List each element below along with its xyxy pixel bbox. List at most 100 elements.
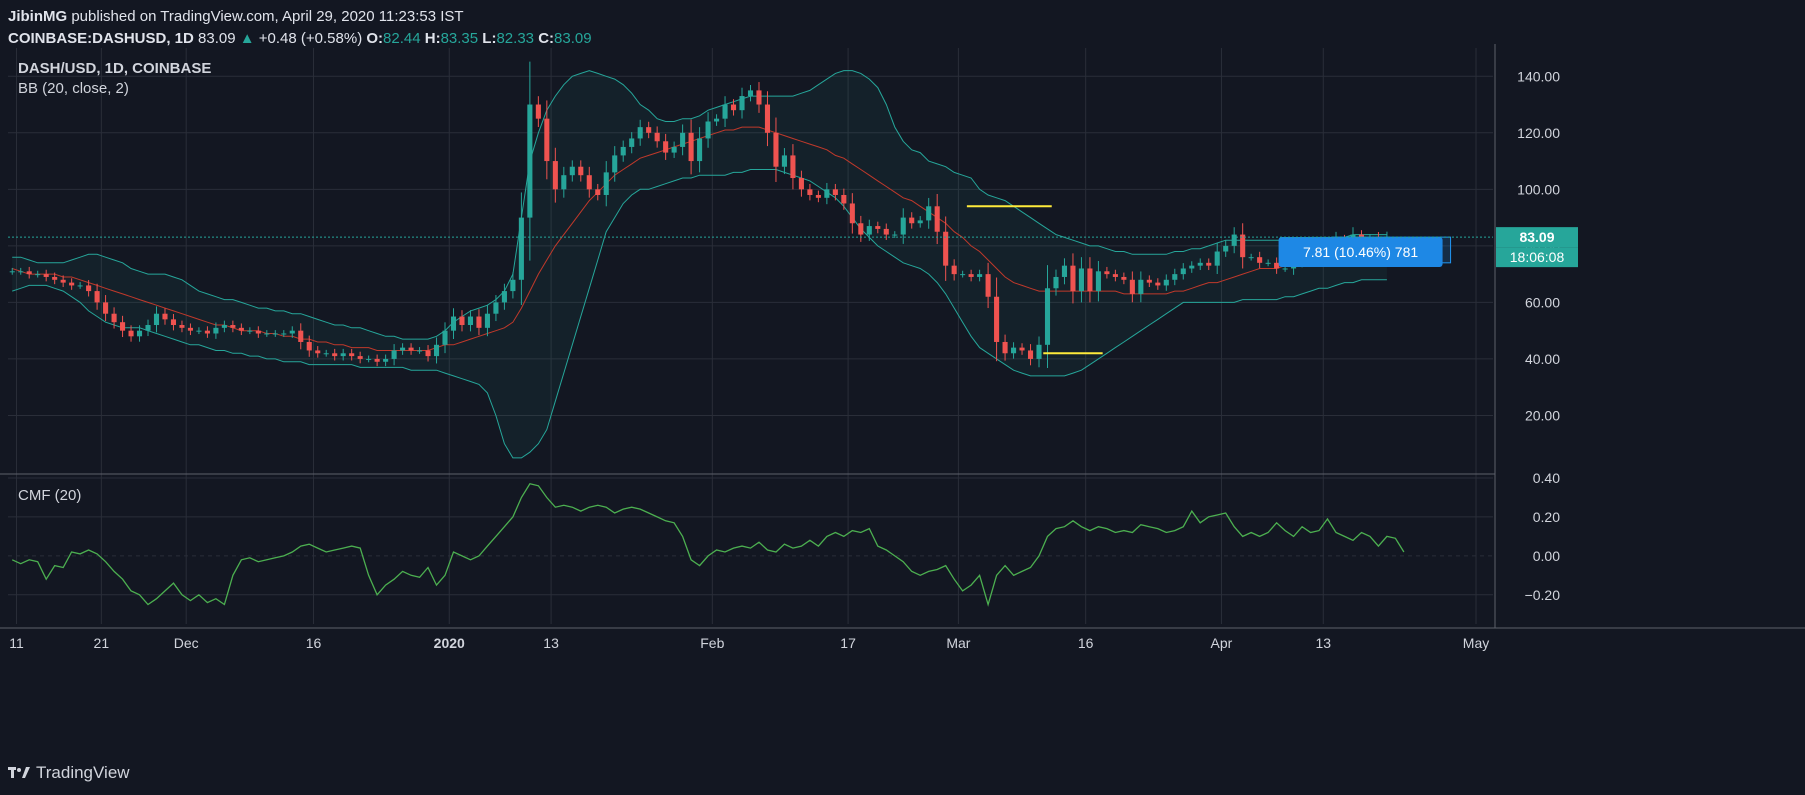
candle[interactable] [977, 269, 983, 282]
candle-body[interactable] [484, 313, 490, 328]
candle-body[interactable] [680, 132, 686, 147]
candle-body[interactable] [561, 175, 567, 190]
candle-body[interactable] [1078, 268, 1084, 292]
candle-body[interactable] [476, 316, 482, 328]
candle[interactable] [1172, 268, 1178, 286]
candle-body[interactable] [1274, 262, 1280, 269]
candle-body[interactable] [1129, 279, 1135, 294]
candle[interactable] [94, 283, 100, 310]
candle[interactable] [1036, 336, 1042, 368]
candle-body[interactable] [230, 325, 236, 328]
candle-body[interactable] [383, 358, 389, 362]
cmf-line[interactable] [11, 483, 1405, 607]
candle-body[interactable] [714, 118, 720, 122]
candle-body[interactable] [35, 274, 41, 276]
candle[interactable] [841, 188, 847, 210]
candle[interactable] [629, 132, 635, 154]
candle[interactable] [272, 330, 278, 337]
candle-body[interactable] [52, 276, 58, 280]
candle[interactable] [1002, 334, 1008, 361]
candle-body[interactable] [1019, 347, 1025, 351]
candle[interactable] [722, 96, 728, 128]
candle[interactable] [730, 99, 737, 116]
candle-body[interactable] [136, 330, 143, 337]
bb-indicator-label[interactable]: BB (20, close, 2) [18, 80, 129, 97]
candle[interactable] [535, 96, 541, 128]
candle[interactable] [179, 320, 185, 333]
candle-body[interactable] [1206, 262, 1212, 266]
candle[interactable] [18, 267, 24, 275]
candle[interactable] [1197, 258, 1203, 271]
candle[interactable] [739, 87, 745, 119]
candle[interactable] [298, 323, 304, 350]
candle[interactable] [552, 147, 558, 203]
candle[interactable] [637, 119, 643, 146]
candle-body[interactable] [332, 353, 338, 357]
candle[interactable] [1214, 243, 1220, 274]
candle[interactable] [43, 269, 49, 282]
candle[interactable] [875, 221, 881, 234]
candle-body[interactable] [892, 234, 898, 236]
candle-body[interactable] [366, 358, 372, 360]
candle-body[interactable] [1121, 276, 1127, 280]
candle[interactable] [111, 307, 117, 329]
candle[interactable] [60, 275, 66, 287]
candle[interactable] [103, 295, 109, 322]
candle[interactable] [934, 193, 940, 245]
candle[interactable] [86, 280, 92, 297]
candle[interactable] [1087, 257, 1093, 303]
candle-body[interactable] [467, 316, 474, 326]
candle-body[interactable] [875, 226, 881, 229]
candle[interactable] [306, 335, 312, 357]
symbol-label[interactable]: COINBASE:DASHUSD, 1D [8, 30, 194, 47]
candle-body[interactable] [722, 104, 728, 119]
candle[interactable] [213, 322, 219, 339]
candle-body[interactable] [1104, 271, 1110, 275]
candle-body[interactable] [781, 155, 787, 167]
candle-body[interactable] [552, 161, 558, 190]
candle-body[interactable] [26, 271, 32, 275]
candle[interactable] [467, 310, 474, 332]
candle[interactable] [1274, 257, 1280, 274]
candle-body[interactable] [442, 330, 448, 345]
candle-body[interactable] [238, 327, 244, 331]
candle-body[interactable] [204, 330, 210, 334]
candle[interactable] [1180, 263, 1186, 280]
candle[interactable] [561, 166, 567, 198]
candle[interactable] [52, 272, 58, 285]
candle-body[interactable] [527, 104, 533, 218]
candle[interactable] [926, 197, 932, 229]
candle[interactable] [900, 208, 906, 244]
candle-body[interactable] [663, 141, 669, 153]
candle-body[interactable] [493, 302, 499, 314]
candle-body[interactable] [1155, 282, 1161, 286]
candle[interactable] [450, 308, 457, 340]
candle[interactable] [357, 351, 363, 364]
candle-body[interactable] [1358, 234, 1365, 238]
candle[interactable] [1095, 260, 1101, 302]
candle-body[interactable] [1061, 265, 1068, 277]
candle-body[interactable] [917, 220, 923, 224]
candle-body[interactable] [1248, 257, 1254, 259]
candle-body[interactable] [9, 271, 15, 273]
candle-body[interactable] [459, 316, 465, 326]
candle-body[interactable] [807, 189, 813, 195]
candle-body[interactable] [646, 127, 652, 133]
candle[interactable] [697, 127, 703, 173]
candle-body[interactable] [187, 327, 193, 331]
candle[interactable] [289, 326, 295, 338]
candle[interactable] [136, 325, 143, 342]
candle[interactable] [832, 183, 838, 201]
candle-body[interactable] [849, 203, 855, 224]
candle-body[interactable] [103, 302, 109, 314]
candle[interactable] [1163, 274, 1169, 291]
candle-body[interactable] [153, 313, 160, 326]
candle[interactable] [425, 345, 431, 362]
candle-body[interactable] [510, 279, 516, 292]
candle[interactable] [459, 310, 465, 332]
candle[interactable] [374, 354, 380, 367]
candle-body[interactable] [798, 178, 804, 190]
candle[interactable] [951, 259, 957, 281]
candle[interactable] [366, 355, 372, 363]
candle-body[interactable] [1044, 288, 1051, 345]
